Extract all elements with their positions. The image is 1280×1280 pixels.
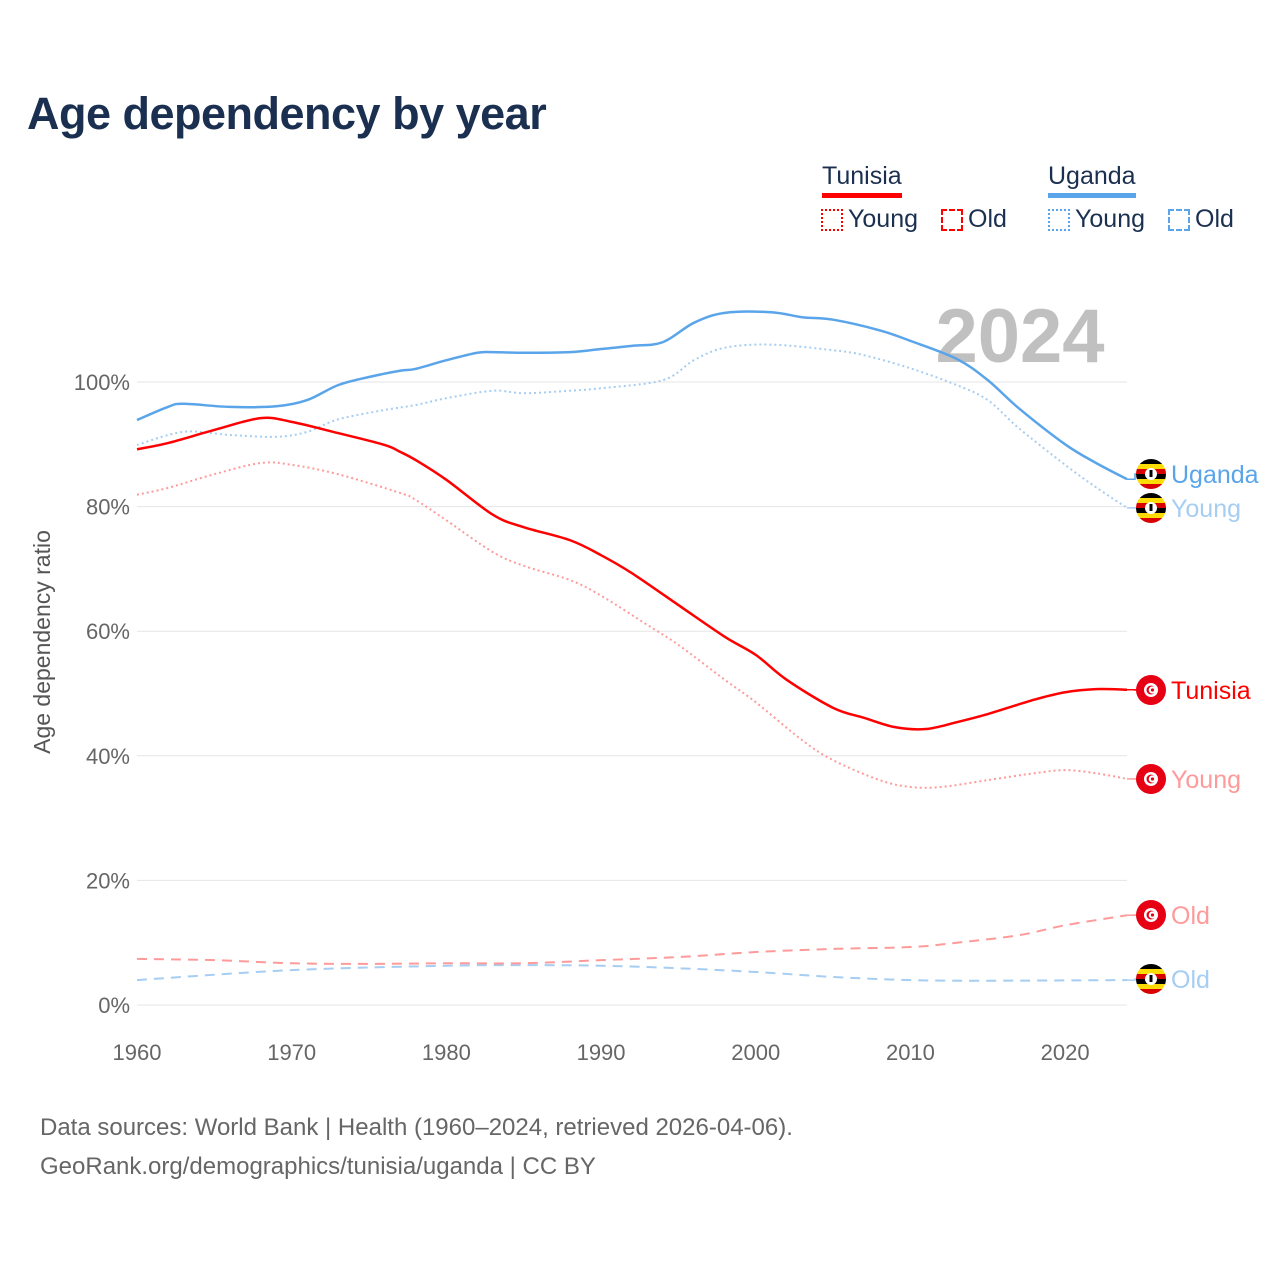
end-label-text: Young [1171,495,1241,523]
end-label-text: Old [1171,902,1210,930]
y-tick-label: 40% [86,744,130,769]
end-label-text: Young [1171,766,1241,794]
series-line-uganda-old[interactable] [136,964,1128,982]
x-tick-label: 2010 [886,1040,935,1065]
series-line-uganda[interactable] [136,310,1128,481]
legend-uganda-young[interactable]: Young [1048,205,1145,234]
x-tick-label: 1990 [577,1040,626,1065]
end-label-text: Uganda [1171,461,1259,489]
uganda-flag-icon [1136,459,1166,489]
y-tick-label: 0% [98,993,130,1018]
y-tick-label: 60% [86,619,130,644]
end-label: Old [1127,900,1210,930]
legend-label: Old [968,205,1007,233]
year-badge: 2024 [935,294,1104,379]
dotted-swatch-icon [821,208,843,231]
y-tick-label: 20% [86,868,130,893]
source-link[interactable]: GeoRank.org/demographics/tunisia/uganda … [40,1153,596,1180]
tunisia-flag-icon [1136,675,1166,705]
end-label-text: Old [1171,966,1210,994]
legend-label: Young [1075,205,1145,233]
dashed-swatch-icon [1168,208,1190,231]
end-label-text: Tunisia [1171,677,1251,705]
tunisia-flag-icon [1136,764,1166,794]
chart-title: Age dependency by year [27,88,547,139]
y-tick-label: 100% [74,370,130,395]
end-label: Old [1127,964,1210,994]
x-tick-label: 1970 [267,1040,316,1065]
footer: Data sources: World Bank | Health (1960–… [40,1108,793,1186]
legend-label: Young [848,205,918,233]
dotted-swatch-icon [1048,208,1070,231]
y-axis-label: Age dependency ratio [29,530,55,754]
series-line-tunisia-young[interactable] [136,461,1128,789]
source-note: Data sources: World Bank | Health (1960–… [40,1114,793,1141]
uganda-flag-icon [1136,493,1166,523]
end-label: Young [1127,764,1241,794]
x-tick-label: 2000 [731,1040,780,1065]
x-tick-label: 1980 [422,1040,471,1065]
uganda-flag-icon [1136,964,1166,994]
legend-uganda[interactable]: Uganda [1048,162,1136,198]
dashed-swatch-icon [941,208,963,231]
legend-uganda-old[interactable]: Old [1168,205,1234,234]
end-label: Tunisia [1127,675,1251,705]
y-tick-label: 80% [86,495,130,520]
legend-label: Old [1195,205,1234,233]
series-line-tunisia-old[interactable] [136,914,1128,965]
legend-tunisia[interactable]: Tunisia [822,162,902,198]
end-label: Young [1127,493,1241,523]
tunisia-flag-icon [1136,900,1166,930]
end-label: Uganda [1127,459,1259,489]
series-line-tunisia[interactable] [136,416,1128,731]
x-tick-label: 2020 [1041,1040,1090,1065]
legend-tunisia-old[interactable]: Old [941,205,1007,234]
series-line-uganda-young[interactable] [136,343,1128,509]
x-tick-label: 1960 [113,1040,162,1065]
legend-tunisia-young[interactable]: Young [821,205,918,234]
